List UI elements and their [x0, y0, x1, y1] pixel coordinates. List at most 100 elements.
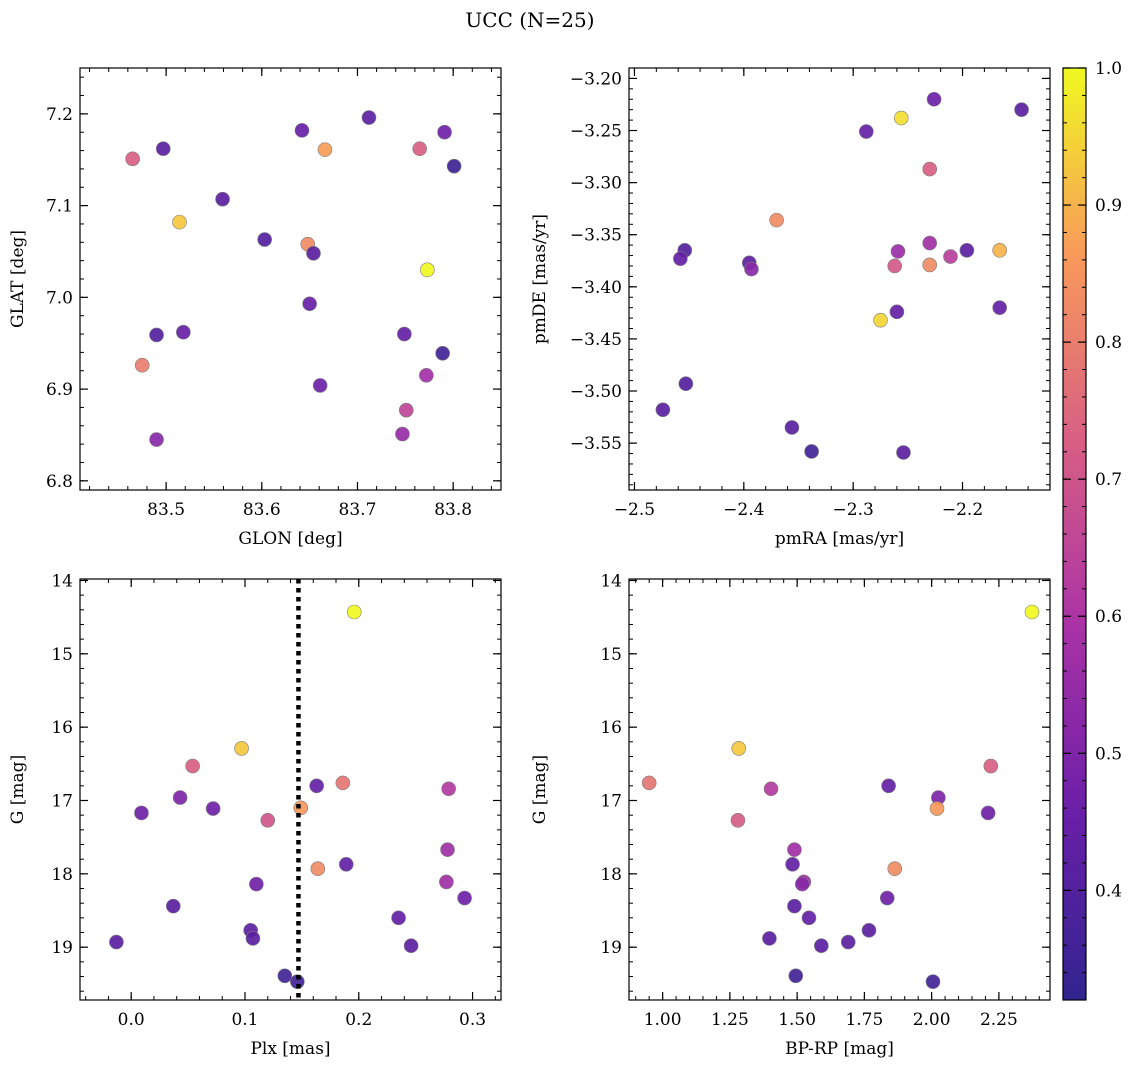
x-tick-label: 1.00 [644, 1010, 682, 1030]
data-point [922, 161, 938, 177]
y-axis-label: GLAT [deg] [8, 230, 28, 328]
data-point [435, 346, 450, 361]
data-point [176, 324, 191, 340]
data-point [205, 801, 221, 816]
colorbar-tick-label: 0.7 [1095, 470, 1122, 490]
data-point [391, 910, 406, 926]
y-tick-label: −3.35 [570, 226, 622, 246]
data-point [887, 861, 903, 877]
data-point [730, 813, 746, 828]
data-point [1024, 604, 1040, 620]
data-point [166, 898, 181, 914]
x-tick-label: 1.75 [845, 1010, 883, 1030]
plot-frame [628, 578, 1051, 1001]
y-tick-label: 18 [600, 865, 622, 885]
data-point [787, 898, 802, 914]
y-tick-label: 7.2 [46, 105, 73, 125]
x-tick-label: 0.1 [231, 1010, 258, 1030]
y-axis-label: G [mag] [8, 755, 28, 824]
data-point [302, 296, 317, 312]
data-point [397, 326, 412, 342]
data-point [309, 778, 324, 794]
data-point [1014, 102, 1029, 117]
data-point [293, 800, 309, 816]
y-tick-label: 19 [600, 938, 622, 958]
y-tick-label: 16 [600, 718, 622, 738]
data-point [317, 142, 333, 157]
data-point [762, 931, 777, 946]
data-point [896, 445, 911, 460]
y-tick-label: 14 [600, 571, 622, 591]
data-point [785, 857, 800, 872]
plot-frame [79, 67, 502, 491]
x-tick-label: 1.25 [711, 1010, 749, 1030]
data-point [277, 968, 293, 984]
y-tick-label: 17 [600, 792, 622, 812]
figure-title: UCC (N=25) [465, 8, 594, 32]
y-tick-label: 7.0 [46, 288, 73, 308]
x-tick-label: −2.4 [723, 500, 764, 520]
data-point [678, 376, 694, 392]
data-point [338, 857, 354, 872]
plot-frame [79, 578, 502, 1001]
data-point [879, 890, 895, 906]
data-point [893, 110, 909, 126]
x-tick-label: 2.25 [980, 1010, 1018, 1030]
data-point [788, 968, 804, 984]
colorbar-tick-label: 1.0 [1095, 59, 1122, 79]
data-point [439, 874, 454, 890]
data-point [361, 110, 377, 125]
data-point [172, 790, 188, 805]
data-point [794, 876, 810, 892]
y-tick-label: 16 [51, 718, 73, 738]
data-point [395, 426, 410, 442]
y-tick-label: 6.8 [46, 472, 73, 492]
y-tick-label: −3.20 [570, 69, 622, 89]
x-tick-label: 83.8 [434, 500, 472, 520]
data-point [109, 934, 124, 950]
data-point [887, 258, 903, 274]
data-point [134, 805, 149, 821]
data-point [172, 214, 187, 230]
data-point [881, 778, 896, 794]
data-point [769, 212, 784, 228]
data-point [335, 775, 351, 791]
data-point [457, 890, 472, 906]
data-point [125, 151, 140, 167]
data-point [245, 931, 261, 946]
x-tick-label: 0.3 [459, 1010, 486, 1030]
data-point [873, 312, 888, 328]
plot-frame [628, 67, 1051, 491]
data-point [731, 741, 747, 756]
x-axis-label: pmRA [mas/yr] [775, 529, 904, 549]
data-point [149, 327, 164, 343]
data-point [814, 938, 829, 954]
colorbar-tick-label: 0.5 [1095, 744, 1122, 764]
data-point [804, 444, 819, 459]
data-point [346, 604, 362, 620]
x-tick-label: 83.7 [339, 500, 377, 520]
data-point [980, 805, 996, 821]
data-point [890, 244, 906, 259]
data-point [840, 934, 856, 950]
data-point [787, 842, 802, 857]
data-point [149, 432, 164, 447]
data-point [312, 378, 328, 393]
data-point [310, 861, 326, 877]
data-point [403, 938, 419, 954]
y-tick-label: 6.9 [46, 380, 73, 400]
colorbar-tick-label: 0.6 [1095, 607, 1122, 627]
data-point [922, 235, 938, 251]
data-point [673, 251, 688, 266]
data-point [801, 910, 817, 926]
data-point [155, 141, 171, 157]
data-point [260, 813, 276, 828]
data-point [306, 246, 321, 261]
y-tick-label: −3.25 [570, 122, 622, 142]
x-tick-label: 83.6 [243, 500, 281, 520]
x-tick-label: 83.5 [147, 500, 185, 520]
panel-pmra-pmde: −2.5 −2.4 −2.3 −2.2 −3.55 −3.50 −3.45 −3.40 −3.3… [530, 67, 1051, 549]
y-tick-label: −3.40 [570, 278, 622, 298]
data-point [185, 758, 200, 774]
x-tick-label: 1.50 [778, 1010, 816, 1030]
